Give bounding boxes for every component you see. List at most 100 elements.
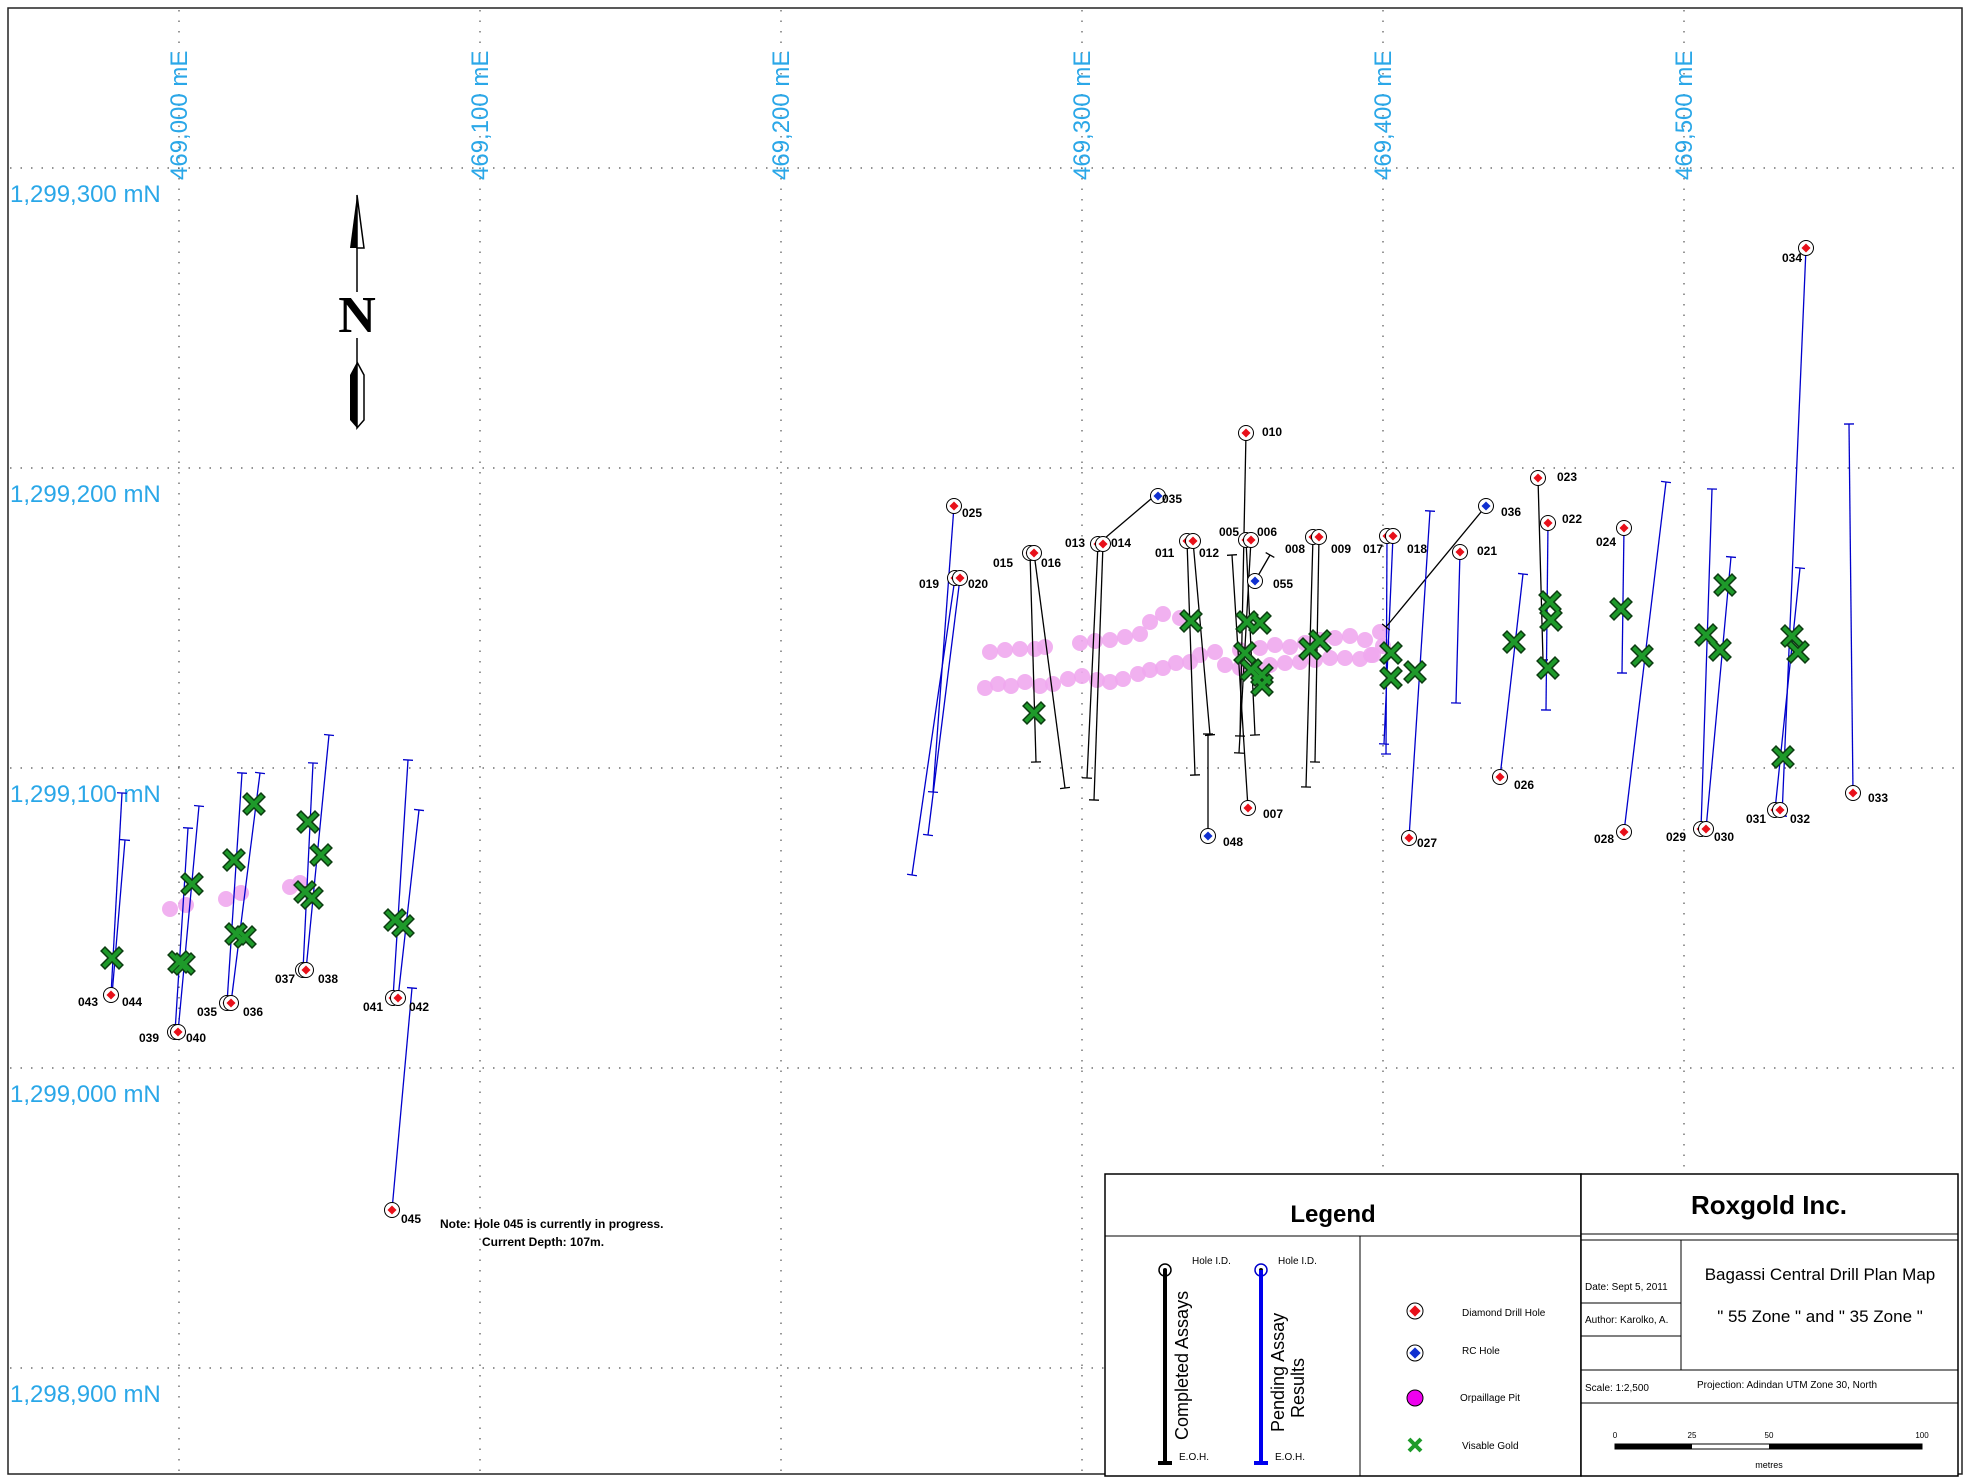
north-arrow-icon: N	[338, 194, 376, 430]
visible-gold-mark	[1632, 646, 1652, 666]
hole-label-024: 024	[1596, 535, 1616, 549]
orpaillage-pit	[1074, 668, 1090, 684]
orpaillage-pit	[162, 901, 178, 917]
drill-trace	[226, 772, 243, 1004]
diamond-drill-hole-marker	[1619, 523, 1629, 533]
diamond-drill-hole-marker	[1848, 788, 1858, 798]
map-title: Bagassi Central Drill Plan Map	[1705, 1265, 1936, 1284]
diamond-drill-hole-marker	[1775, 805, 1785, 815]
scale-bar: 0 25 50 100 metres	[1613, 1431, 1929, 1470]
drill-trace	[1239, 432, 1247, 737]
orpaillage-pit	[233, 885, 249, 901]
diamond-drill-hole-marker	[1314, 532, 1324, 542]
orpaillage-pit	[1365, 647, 1381, 663]
drill-trace	[1499, 573, 1524, 778]
orpaillage-pit	[1132, 626, 1148, 642]
drill-trace	[302, 762, 314, 971]
orpaillage-pit	[1217, 657, 1233, 673]
hole-label-039: 039	[139, 1031, 159, 1045]
hole-label-022: 022	[1562, 512, 1582, 526]
hole-label-032: 032	[1790, 812, 1810, 826]
title-block: Roxgold Inc. Date: Sept 5, 2011 Author: …	[1580, 1173, 1959, 1477]
visible-gold-mark	[302, 888, 322, 908]
drill-trace	[1186, 540, 1196, 776]
visible-gold-mark	[1235, 643, 1255, 663]
rc-hole-icon	[1406, 1344, 1424, 1362]
northing-label: 1,299,100 mN	[10, 781, 161, 808]
hole-label-021: 021	[1477, 544, 1497, 558]
completed-top-label: Hole I.D.	[1192, 1256, 1231, 1267]
legend-panel: Legend Hole I.D. E.O.H. Completed Assays…	[1104, 1173, 1582, 1477]
diamond-drill-hole-icon	[1406, 1302, 1424, 1320]
hole-label-055: 055	[1273, 577, 1293, 591]
visible-gold-mark	[182, 874, 202, 894]
drill-trace	[1231, 554, 1249, 809]
hole-label-044: 044	[122, 995, 142, 1009]
hole-label-028: 028	[1594, 832, 1614, 846]
orpaillage-pit	[1017, 674, 1033, 690]
hole-label-037: 037	[275, 972, 295, 986]
drill-trace	[391, 987, 413, 1211]
scale-tick-50: 50	[1765, 1431, 1774, 1440]
hole-label-007: 007	[1263, 807, 1283, 821]
scale-tick-0: 0	[1613, 1431, 1618, 1440]
drill-traces	[110, 247, 1855, 1211]
eoh-tick	[906, 873, 918, 877]
eoh-tick	[1660, 480, 1672, 484]
orpaillage-pit	[1155, 606, 1171, 622]
orpaillage-pit	[1102, 632, 1118, 648]
orpaillage-pit	[1192, 647, 1208, 663]
hole-label-009: 009	[1331, 542, 1351, 556]
visible-gold-mark	[1782, 626, 1802, 646]
orpaillage-pit	[1089, 672, 1105, 688]
drill-trace	[392, 759, 409, 999]
orpaillage-pit	[1142, 614, 1158, 630]
diamond-drill-hole-marker	[955, 573, 965, 583]
hole-labels: 043 044 039 040 035 036 037 038 041 042 …	[78, 251, 1888, 1226]
hole-label-045: 045	[401, 1212, 421, 1226]
northing-label: 1,299,000 mN	[10, 1081, 161, 1108]
drill-trace	[1097, 492, 1159, 545]
hole-label-040: 040	[186, 1031, 206, 1045]
scale-unit: metres	[1755, 1460, 1783, 1470]
visible-gold-mark	[1788, 642, 1808, 662]
hole-label-015: 015	[993, 556, 1013, 570]
visible-gold-mark	[1252, 675, 1272, 695]
easting-label: 469,400 mE	[1370, 51, 1397, 180]
hole-label-025: 025	[962, 506, 982, 520]
hole-label-012: 012	[1199, 546, 1219, 560]
hole-label-010: 010	[1262, 425, 1282, 439]
easting-label: 469,200 mE	[768, 51, 795, 180]
orpaillage-pit	[990, 676, 1006, 692]
orpaillage-pit	[1337, 650, 1353, 666]
northing-label: 1,299,200 mN	[10, 481, 161, 508]
orpaillage-pit	[1012, 641, 1028, 657]
visible-gold-mark	[1250, 613, 1270, 633]
northing-labels: 1,299,300 mN 1,299,200 mN 1,299,100 mN 1…	[10, 181, 161, 1408]
drill-trace	[1093, 543, 1104, 801]
drill-trace	[1455, 551, 1461, 704]
hole-label-036-rc: 036	[1501, 505, 1521, 519]
orpaillage-pit	[1142, 662, 1158, 678]
drill-trace	[1086, 543, 1099, 779]
orpaillage-pit	[1003, 678, 1019, 694]
hole-label-014: 014	[1111, 536, 1131, 550]
eoh-tick	[1059, 786, 1071, 790]
orpaillage-pit	[1037, 639, 1053, 655]
diamond-drill-hole-marker	[1404, 833, 1414, 843]
diamond-drill-hole-marker	[393, 993, 403, 1003]
eoh-tick	[1381, 623, 1391, 631]
orpaillage-pit	[1372, 624, 1388, 640]
completed-eoh-label: E.O.H.	[1179, 1452, 1209, 1463]
note-line-1: Note: Hole 045 is currently in progress.	[440, 1217, 664, 1231]
easting-label: 469,000 mE	[166, 51, 193, 180]
hole-label-008: 008	[1285, 542, 1305, 556]
visible-gold-mark	[235, 927, 255, 947]
drill-trace	[397, 809, 420, 999]
hole-label-019: 019	[919, 577, 939, 591]
hole-label-043: 043	[78, 995, 98, 1009]
drill-trace	[1383, 535, 1394, 745]
date-text: Date: Sept 5, 2011	[1585, 1282, 1668, 1293]
visible-gold-mark	[1773, 747, 1793, 767]
drill-trace	[1305, 536, 1314, 788]
